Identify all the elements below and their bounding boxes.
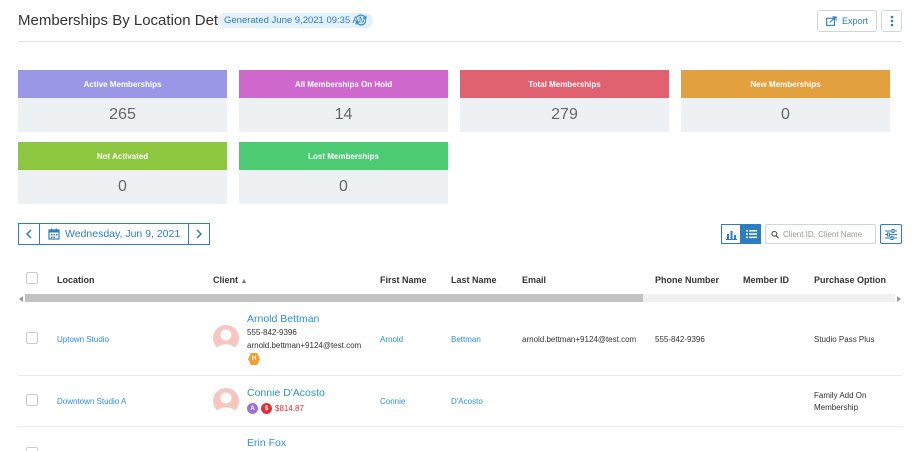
generated-badge: Generated June 9,2021 09:35 AM [218, 13, 373, 28]
column-header-client[interactable]: Client ▲ [213, 275, 247, 285]
sort-ascending-icon: ▲ [240, 278, 248, 285]
search-box [765, 224, 876, 244]
refresh-icon[interactable] [354, 13, 368, 27]
card-header: Active Memberships [18, 70, 227, 98]
card-value: 0 [681, 98, 890, 132]
column-header-last-name[interactable]: Last Name [451, 275, 497, 285]
column-header-phone[interactable]: Phone Number [655, 275, 720, 285]
row-checkbox[interactable] [26, 332, 38, 344]
export-icon [826, 16, 837, 26]
card-header: Lost Memberships [239, 142, 448, 170]
client-email: arnold.bettman+9124@test.com [247, 341, 362, 350]
column-header-client-label: Client [213, 275, 239, 285]
date-label: Wednesday, Jun 9, 2021 [65, 228, 181, 240]
hold-badge-icon: H [248, 353, 260, 365]
client-name-link[interactable]: Connie D'Acosto [247, 387, 325, 399]
phone-cell: 555-842-9396 [655, 335, 705, 344]
card-active-memberships: Active Memberships 265 [18, 70, 227, 132]
scroll-left-arrow-icon[interactable] [19, 296, 23, 302]
horizontal-scrollbar-thumb[interactable] [25, 294, 643, 302]
avatar [213, 388, 239, 414]
avatar [213, 325, 239, 351]
email-cell: arnold.bettman+9124@test.com [522, 335, 637, 344]
export-button[interactable]: Export [817, 10, 877, 32]
card-memberships-on-hold: All Memberships On Hold 14 [239, 70, 448, 132]
card-header: Total Memberships [460, 70, 669, 98]
select-all-checkbox[interactable] [26, 272, 38, 284]
list-view-button[interactable] [741, 224, 761, 244]
next-date-button[interactable] [188, 223, 211, 245]
card-value: 14 [239, 98, 448, 132]
client-name-link[interactable]: Erin Fox [247, 437, 287, 449]
view-toggle [721, 224, 761, 244]
purchase-option-cell: Studio Pass Plus [814, 335, 875, 344]
card-value: 265 [18, 98, 227, 132]
card-not-activated: Not Activated 0 [18, 142, 227, 204]
column-header-email[interactable]: Email [522, 275, 547, 285]
card-lost-memberships: Lost Memberships 0 [239, 142, 448, 204]
last-name-link[interactable]: D'Acosto [451, 397, 483, 406]
column-header-first-name[interactable]: First Name [380, 275, 427, 285]
page-title: Memberships By Location Details [18, 12, 241, 29]
sliders-icon [885, 228, 897, 240]
search-icon [771, 230, 779, 238]
last-name-link[interactable]: Bettman [451, 335, 481, 344]
chart-view-button[interactable] [721, 224, 741, 244]
filter-settings-button[interactable] [880, 224, 902, 244]
card-total-memberships: Total Memberships 279 [460, 70, 669, 132]
account-balance: $814.87 [275, 404, 304, 413]
bar-chart-icon [725, 230, 737, 240]
prev-date-button[interactable] [18, 223, 40, 245]
card-header: New Memberships [681, 70, 890, 98]
user-avatar-icon [216, 392, 236, 414]
card-value: 279 [460, 98, 669, 132]
first-name-link[interactable]: Arnold [380, 335, 404, 344]
row-checkbox[interactable] [26, 394, 38, 406]
client-name-link[interactable]: Arnold Bettman [247, 313, 320, 325]
first-name-link[interactable]: Connie [380, 397, 406, 406]
card-header: Not Activated [18, 142, 227, 170]
column-header-purchase-option[interactable]: Purchase Option [814, 275, 887, 285]
card-value: 0 [18, 170, 227, 204]
date-navigator: Wednesday, Jun 9, 2021 [18, 223, 211, 245]
export-label: Export [841, 16, 868, 26]
user-avatar-icon [216, 329, 236, 351]
scroll-right-arrow-icon[interactable] [897, 296, 901, 302]
row-divider [18, 375, 902, 376]
location-link[interactable]: Downtown Studio A [57, 397, 127, 406]
search-input[interactable] [783, 229, 875, 239]
purchase-option-line1: Family Add On [814, 391, 867, 400]
list-icon [745, 230, 757, 239]
client-phone: 555-842-9396 [247, 328, 297, 337]
purchase-option-line2: Membership [814, 403, 859, 412]
column-header-location[interactable]: Location [57, 275, 95, 285]
dollar-badge-icon: $ [261, 403, 272, 414]
card-value: 0 [239, 170, 448, 204]
card-header: All Memberships On Hold [239, 70, 448, 98]
row-divider [18, 426, 902, 427]
calendar-icon [48, 228, 60, 240]
column-header-member-id[interactable]: Member ID [743, 275, 790, 285]
a-badge-icon: A [247, 403, 258, 414]
location-link[interactable]: Uptown Studio [57, 335, 110, 344]
card-new-memberships: New Memberships 0 [681, 70, 890, 132]
row-checkbox[interactable] [26, 447, 38, 451]
date-picker[interactable]: Wednesday, Jun 9, 2021 [40, 223, 189, 245]
kebab-menu-icon [890, 15, 893, 27]
more-options-button[interactable] [881, 10, 902, 32]
chevron-right-icon [196, 229, 203, 239]
page-header: Memberships By Location Details Generate… [18, 10, 902, 42]
chevron-left-icon [25, 229, 32, 239]
